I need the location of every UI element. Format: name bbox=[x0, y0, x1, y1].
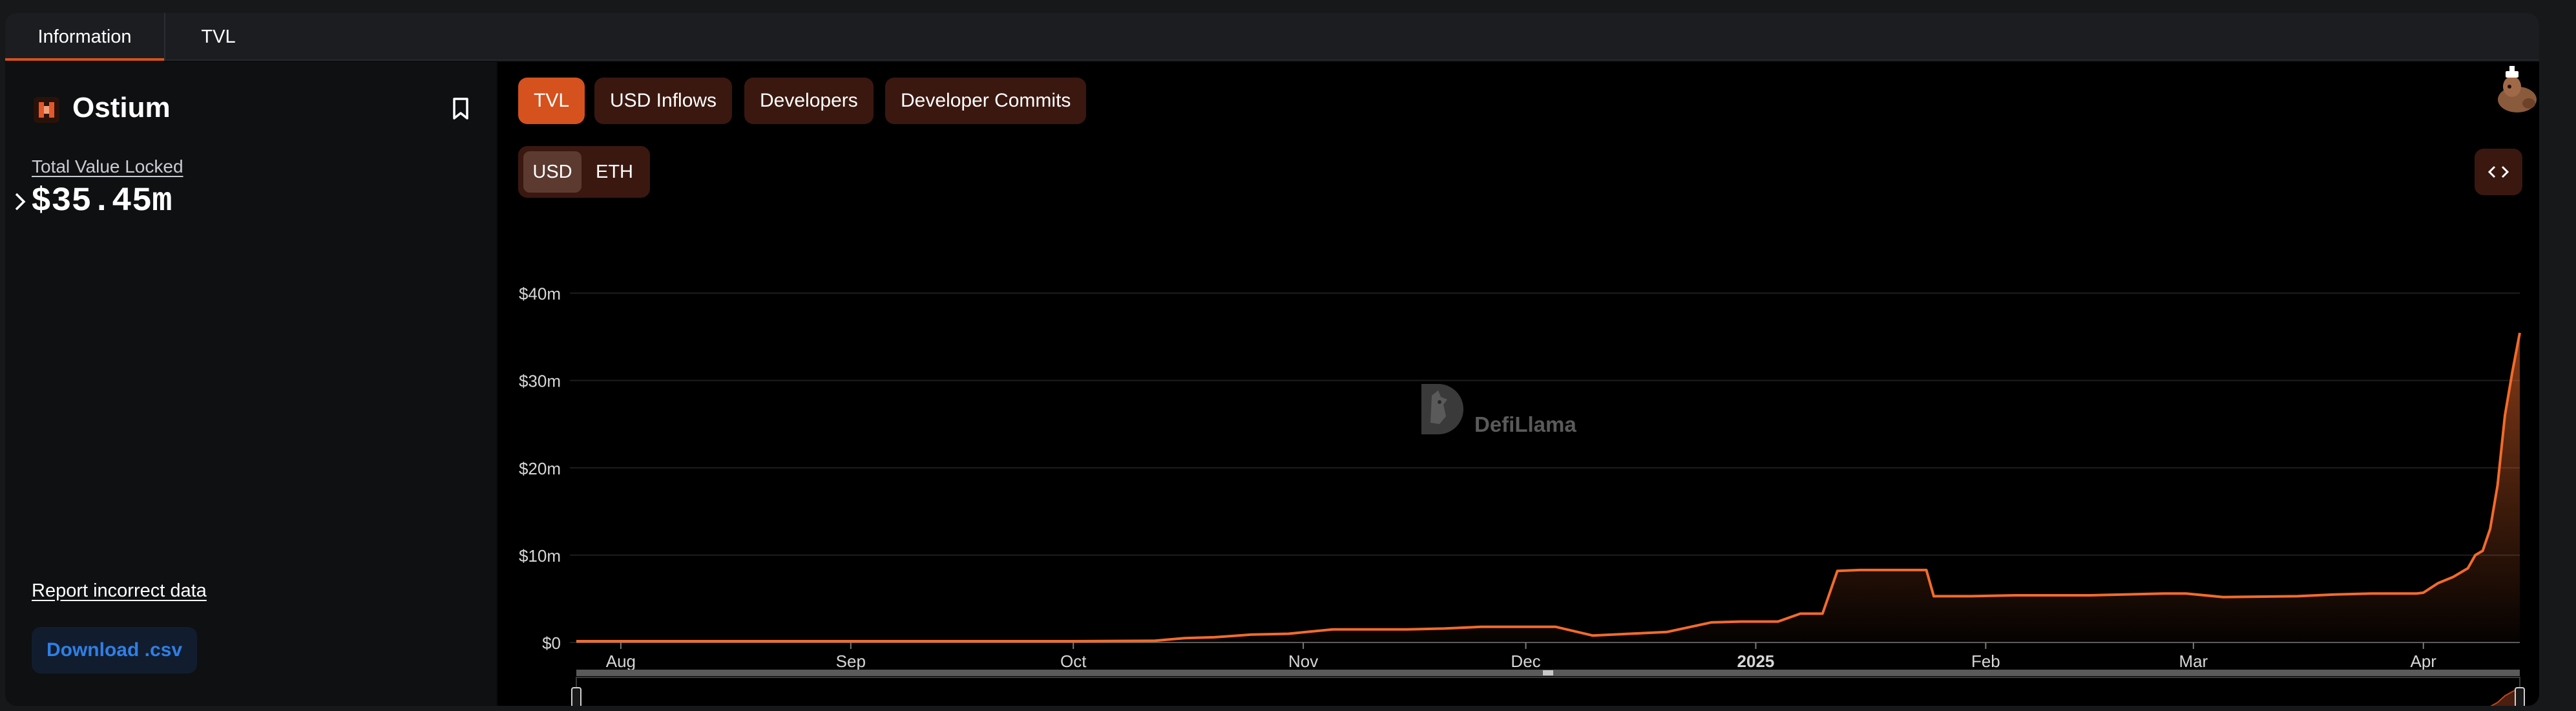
defillama-watermark-icon bbox=[1421, 384, 1463, 434]
range-start-handle[interactable] bbox=[571, 687, 581, 706]
chart-panel: TVL USD Inflows Developers Developer Com… bbox=[497, 62, 2539, 706]
currency-toggle: USD ETH bbox=[518, 146, 650, 198]
y-tick-label: $10m bbox=[519, 546, 561, 566]
defillama-watermark: DefiLlama bbox=[1474, 412, 1576, 436]
y-tick-label: $0 bbox=[542, 633, 561, 653]
range-slider[interactable] bbox=[576, 677, 2520, 706]
chevron-right-icon[interactable] bbox=[13, 190, 27, 213]
tvl-chart[interactable]: $0 $10m $20m $30m $40m Aug Sep Oct Nov Dec 2025 Feb… bbox=[497, 249, 2539, 706]
tab-information[interactable]: Information bbox=[5, 13, 164, 61]
y-tick-label: $30m bbox=[519, 372, 561, 391]
tvl-line bbox=[576, 332, 2521, 642]
x-tick-label: 2025 bbox=[1737, 652, 1775, 671]
tab-divider bbox=[164, 13, 165, 61]
mini-tvl-line bbox=[2490, 687, 2520, 706]
tvl-area bbox=[576, 333, 2520, 642]
y-tick-label: $20m bbox=[519, 459, 561, 478]
metric-usd-inflows-button[interactable]: USD Inflows bbox=[594, 78, 733, 124]
metric-developers-button[interactable]: Developers bbox=[744, 78, 874, 124]
x-tick-label: Aug bbox=[606, 652, 636, 671]
protocol-name: Ostium bbox=[72, 92, 171, 123]
x-tick-label: Sep bbox=[836, 652, 866, 671]
ostium-logo-icon bbox=[34, 97, 59, 123]
mini-tvl-area bbox=[2491, 688, 2520, 706]
currency-eth-option[interactable]: ETH bbox=[596, 162, 633, 182]
brush-drag-handle[interactable] bbox=[1543, 670, 1553, 675]
info-sidebar: Ostium Total Value Locked $35.45m Report… bbox=[5, 62, 496, 706]
x-tick-label: Feb bbox=[1971, 652, 2000, 671]
x-tick-label: Apr bbox=[2411, 652, 2437, 671]
metric-tvl-button[interactable]: TVL bbox=[518, 78, 585, 124]
report-incorrect-data-link[interactable]: Report incorrect data bbox=[32, 580, 207, 601]
x-tick-label: Nov bbox=[1288, 652, 1318, 671]
tab-bar: Information TVL bbox=[5, 13, 2539, 61]
llama-avatar-icon[interactable] bbox=[2493, 65, 2539, 116]
embed-button[interactable] bbox=[2475, 149, 2522, 195]
range-end-handle[interactable] bbox=[2515, 687, 2525, 706]
x-tick-label: Oct bbox=[1060, 652, 1087, 671]
tab-tvl[interactable]: TVL bbox=[201, 27, 236, 47]
x-tick-label: Dec bbox=[1511, 652, 1540, 671]
x-tick-label: Mar bbox=[2179, 652, 2208, 671]
bookmark-icon[interactable] bbox=[451, 97, 470, 120]
tvl-value: $35.45m bbox=[31, 182, 173, 220]
tvl-label: Total Value Locked bbox=[32, 156, 183, 176]
metric-developer-commits-button[interactable]: Developer Commits bbox=[885, 78, 1087, 124]
currency-usd-option[interactable]: USD bbox=[523, 151, 581, 193]
y-tick-label: $40m bbox=[519, 284, 561, 304]
code-embed-icon bbox=[2487, 165, 2509, 178]
download-csv-button[interactable]: Download .csv bbox=[32, 627, 197, 674]
app-window: Information TVL Ostium Total Value Locke… bbox=[5, 13, 2539, 706]
